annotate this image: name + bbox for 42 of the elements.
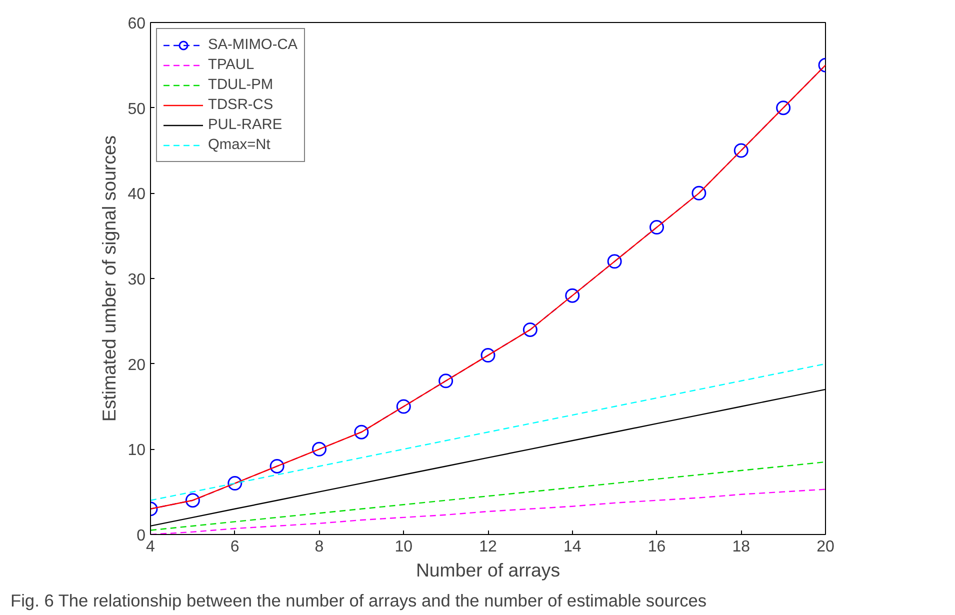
point: [565, 288, 580, 303]
line-series: [150, 363, 826, 501]
point: [270, 458, 284, 474]
point: [522, 322, 538, 337]
legend-label: SA-MIMO-CA: [208, 37, 298, 53]
y-tick-label: 50: [128, 100, 146, 118]
y-tick-label: 60: [128, 16, 146, 32]
point: [776, 100, 791, 116]
y-axis-title: Estimated umber of signal sources: [98, 135, 120, 422]
caption: Fig. 6 The relationship between the number of arrays and the number of estimable sources: [10, 590, 707, 610]
x-axis-title: Number of arrays: [416, 560, 560, 580]
line-series: [150, 461, 826, 531]
point: [396, 399, 411, 414]
legend-label: TDUL-PM: [208, 77, 274, 93]
y-tick-label: 20: [128, 356, 146, 374]
y-tick-label: 10: [128, 442, 146, 460]
point: [607, 254, 622, 269]
legend-label: PUL-RARE: [208, 117, 282, 133]
legend-label: TPAUL: [208, 57, 254, 73]
x-tick-label: 14: [563, 538, 582, 556]
x-tick-label: 16: [648, 538, 666, 556]
point: [480, 348, 496, 363]
x-tick-label: 4: [146, 538, 156, 556]
x-tick-label: 8: [314, 538, 324, 556]
legend-label: Qmax=Nt: [208, 137, 270, 153]
point: [650, 220, 664, 235]
y-tick-label: 30: [128, 272, 146, 288]
legend-label: TDSR-CS: [208, 97, 274, 113]
point: [228, 476, 242, 491]
point: [692, 186, 706, 200]
point: [734, 143, 748, 158]
x-tick-label: 12: [479, 538, 497, 556]
x-tick-label: 18: [732, 538, 750, 556]
x-tick-label: 20: [816, 538, 834, 556]
y-tick-label: 0: [136, 528, 146, 544]
point: [438, 374, 454, 388]
point: [185, 493, 200, 508]
y-tick-label: 40: [128, 186, 146, 204]
x-tick-label: 6: [230, 538, 240, 556]
point: [354, 424, 369, 440]
x-tick-label: 10: [394, 538, 413, 556]
point: [312, 442, 326, 456]
